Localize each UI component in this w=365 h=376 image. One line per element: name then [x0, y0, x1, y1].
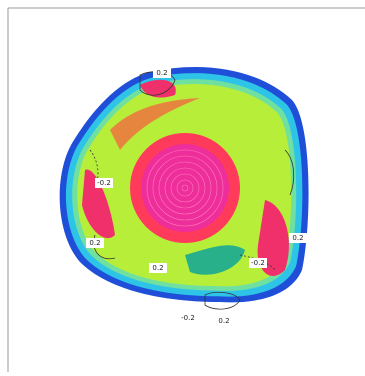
page: 0.2-0.20.20.2-0.20.2-0.20.2 (() => { con… [0, 0, 365, 372]
contour-label: -0.2 [97, 179, 111, 187]
contour-label: 0.2 [152, 264, 163, 272]
contour-label: 0.2 [218, 317, 229, 325]
contour-label: -0.2 [251, 259, 265, 267]
contour-label: 0.2 [89, 239, 100, 247]
contour-label: 0.2 [292, 234, 303, 242]
plasma-cross-section [60, 67, 309, 309]
contour-label: -0.2 [181, 314, 195, 322]
contour-label: 0.2 [156, 69, 167, 77]
contour-plot: 0.2 -0.2 0.2 0.2 -0.2 0.2 -0.2 0.2 [0, 0, 365, 372]
